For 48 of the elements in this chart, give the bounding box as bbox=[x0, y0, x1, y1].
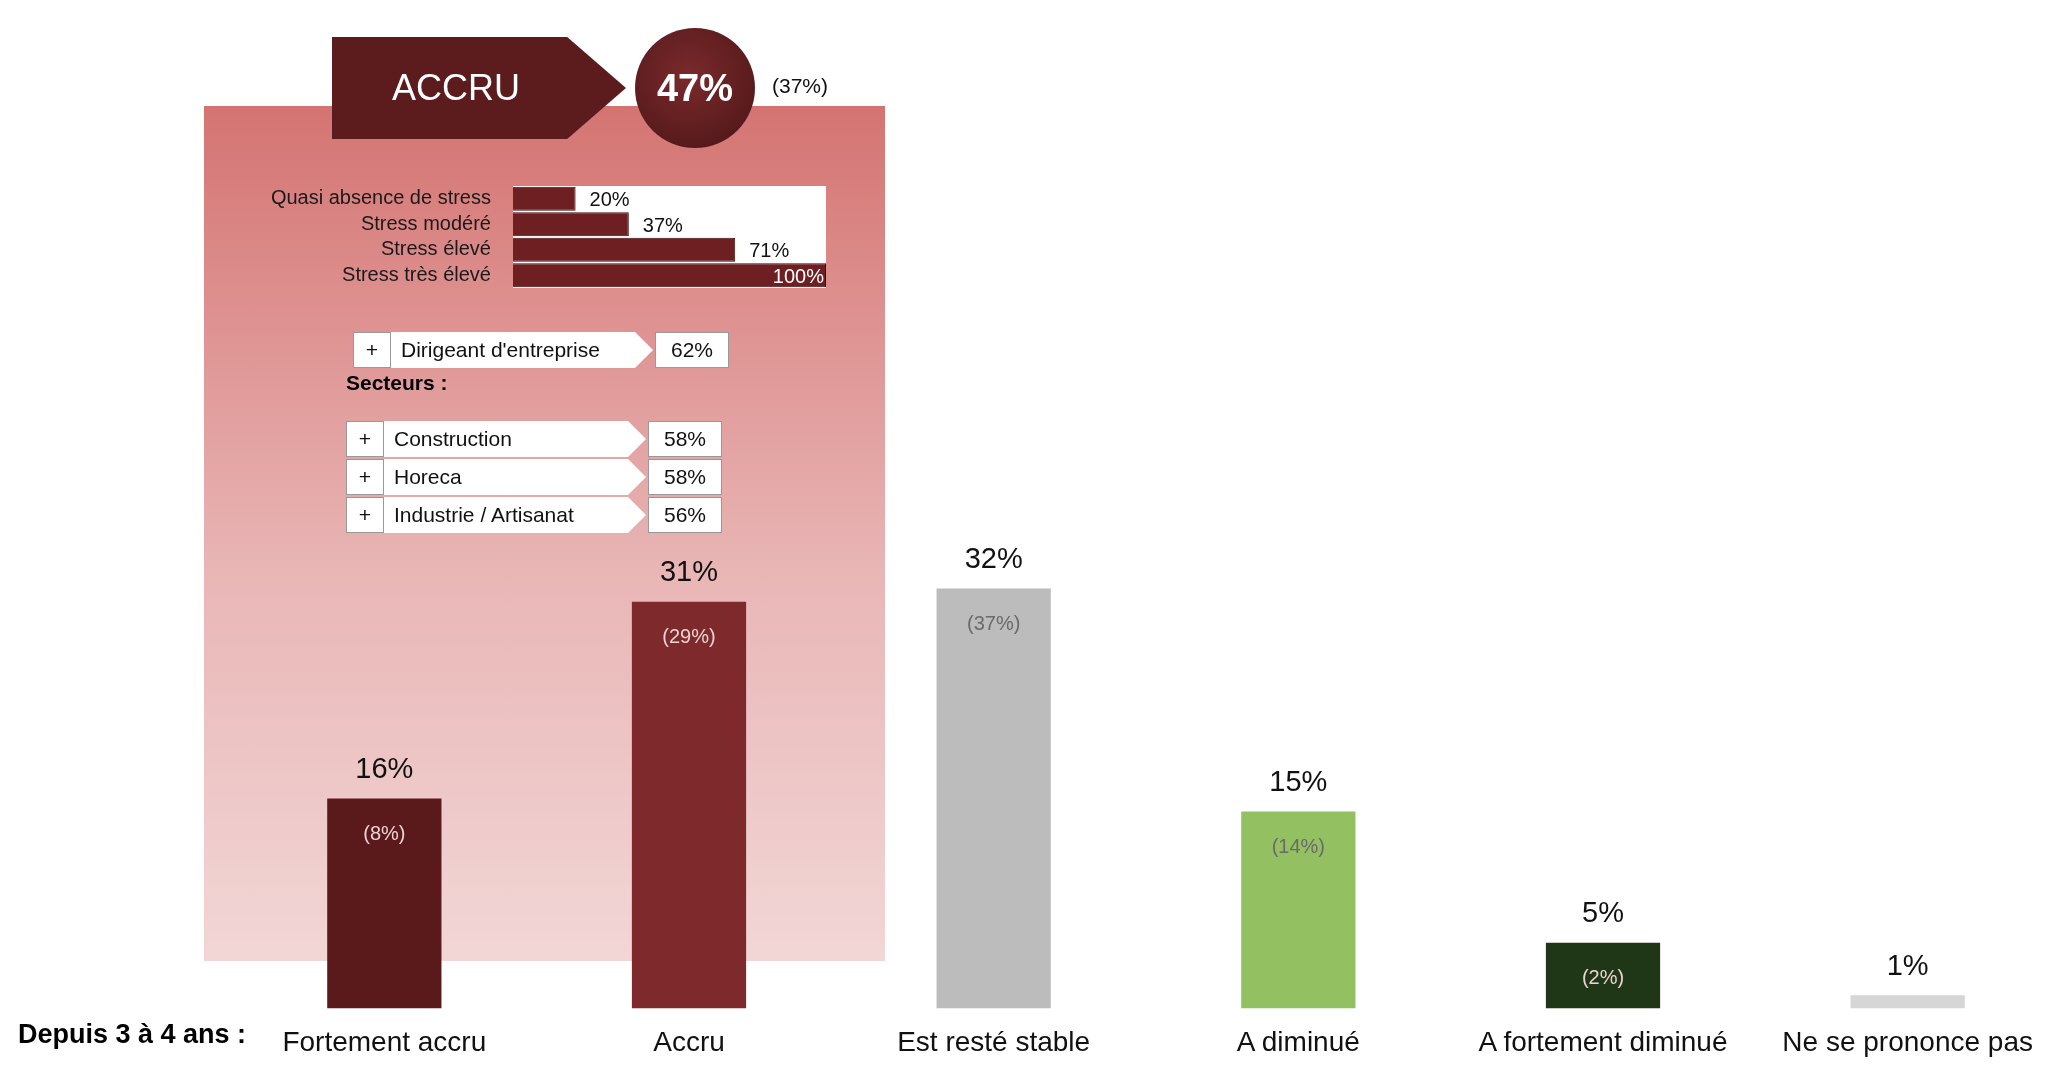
x-tick-label: A diminué bbox=[1236, 1025, 1360, 1057]
text: 58% bbox=[663, 465, 707, 488]
chart-title: ACCRU bbox=[332, 37, 626, 139]
x-tick-label: Fortement accru bbox=[282, 1025, 487, 1057]
text: + bbox=[346, 421, 384, 457]
category-label: Industrie / Artisanat bbox=[384, 497, 646, 533]
bar bbox=[631, 601, 747, 1009]
text: + bbox=[353, 332, 391, 368]
data-label: 32% bbox=[964, 542, 1023, 575]
text: + bbox=[346, 497, 384, 533]
text: 56% bbox=[663, 503, 707, 526]
data-label: 100% bbox=[772, 264, 825, 287]
bar bbox=[327, 798, 442, 1009]
text: 62% bbox=[670, 338, 714, 361]
text: + bbox=[346, 459, 384, 495]
annotation: (14%) bbox=[1271, 835, 1326, 858]
bar bbox=[1545, 942, 1661, 1009]
data-label: 37% bbox=[642, 213, 684, 236]
data-label: 16% bbox=[355, 751, 414, 784]
x-tick-label: A fortement diminué bbox=[1478, 1025, 1728, 1057]
x-tick-label: Est resté stable bbox=[897, 1025, 1091, 1057]
y-tick-label: Stress modéré bbox=[360, 211, 491, 234]
bar bbox=[1241, 811, 1356, 1009]
annotation: (2%) bbox=[1581, 966, 1625, 989]
data-label: 71% bbox=[749, 239, 790, 262]
y-tick-label: Stress élevé bbox=[380, 237, 491, 260]
y-tick-label: Stress très élevé bbox=[342, 262, 491, 285]
annotation: (8%) bbox=[363, 822, 406, 845]
x-tick-label: Ne se prononce pas bbox=[1782, 1025, 2033, 1057]
bar bbox=[936, 588, 1051, 1009]
data-label: 5% bbox=[1582, 896, 1624, 929]
text: 58% bbox=[663, 427, 707, 450]
category-label: Construction bbox=[384, 421, 646, 457]
x-axis-title: Depuis 3 à 4 ans : bbox=[18, 1018, 247, 1049]
text: 47% bbox=[635, 28, 755, 148]
data-label: 20% bbox=[589, 188, 630, 211]
annotation: (29%) bbox=[662, 625, 716, 648]
category-label: Horeca bbox=[384, 459, 646, 495]
text: Secteurs : bbox=[346, 371, 448, 395]
x-tick-label: Accru bbox=[653, 1025, 725, 1057]
annotation: (37%) bbox=[966, 612, 1021, 635]
data-label: 15% bbox=[1269, 765, 1328, 798]
bar bbox=[1850, 995, 1965, 1009]
text: (37%) bbox=[772, 74, 829, 98]
y-tick-label: Quasi absence de stress bbox=[270, 186, 491, 209]
category-label: Dirigeant d'entreprise bbox=[391, 332, 653, 368]
data-label: 1% bbox=[1886, 948, 1929, 981]
data-label: 31% bbox=[659, 555, 719, 588]
